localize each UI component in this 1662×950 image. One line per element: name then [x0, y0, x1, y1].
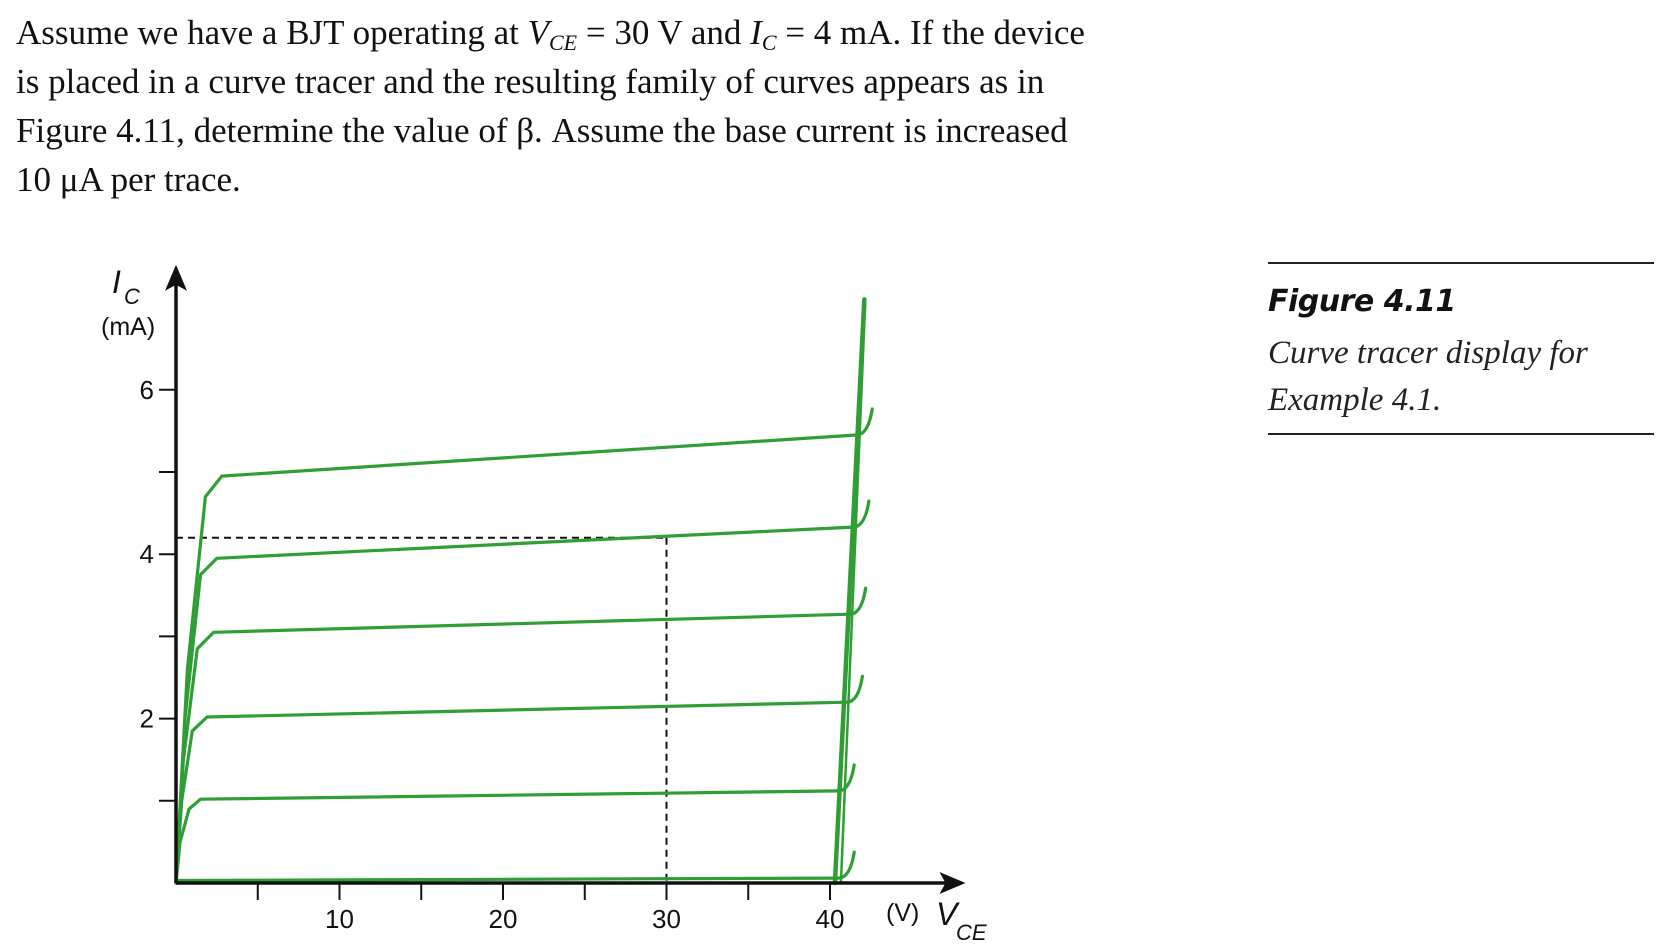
x-tick-label: 30 — [652, 904, 681, 934]
y-axis-unit: (mA) — [101, 313, 155, 341]
figure-caption-body: Curve tracer display for Example 4.1. — [1268, 335, 1588, 418]
characteristic-curves — [174, 297, 874, 886]
vce-subscript: CE — [548, 30, 578, 55]
dashed-guides — [176, 536, 668, 883]
problem-text-2: = 30 V and — [577, 13, 751, 52]
problem-text-1: Assume we have a BJT operating at — [16, 13, 528, 52]
x-axis-unit: (V) — [886, 899, 919, 927]
x-tick-label: 40 — [816, 904, 845, 934]
figure-caption-title: Figure 4.11 — [1268, 284, 1456, 319]
y-tick-label: 6 — [140, 375, 154, 405]
x-axis-arrow-icon — [939, 872, 966, 894]
problem-statement: Assume we have a BJT operating at VCE = … — [16, 8, 1216, 204]
y-ticks: 2 4 6 — [140, 375, 176, 802]
y-axis-arrow-icon — [165, 264, 187, 291]
axes — [165, 264, 966, 894]
breakdown-curve — [832, 297, 867, 886]
vce-variable: V — [527, 13, 549, 52]
trace-curve — [174, 586, 868, 885]
trace-curve — [174, 499, 871, 885]
y-tick-label: 4 — [140, 539, 154, 569]
x-tick-label: 20 — [489, 904, 518, 934]
x-tick-label: 10 — [325, 904, 354, 934]
trace-curve — [174, 850, 856, 883]
figure-caption: Figure 4.11 Curve tracer display for Exa… — [1268, 262, 1654, 435]
problem-line-4: 10 μA per trace. — [16, 160, 241, 199]
trace-curve — [174, 407, 874, 885]
y-tick-label: 2 — [140, 704, 154, 734]
y-axis-subscript: C — [124, 284, 140, 309]
trace-curve — [174, 674, 864, 885]
problem-text-3: = 4 mA. If the device — [776, 13, 1085, 52]
trace-curve — [174, 763, 856, 885]
ic-variable: I — [750, 13, 762, 52]
x-axis-subscript: CE — [956, 920, 987, 945]
problem-line-2: is placed in a curve tracer and the resu… — [16, 62, 1045, 101]
y-axis-symbol: I — [112, 264, 121, 300]
ic-subscript: C — [761, 30, 777, 55]
x-axis-symbol: V — [936, 896, 960, 932]
problem-line-3: Figure 4.11, determine the value of β. A… — [16, 111, 1068, 150]
breakdown-curve — [839, 298, 867, 885]
x-ticks: 10 20 30 40 — [256, 883, 845, 934]
problem-line-1: Assume we have a BJT operating at VCE = … — [16, 8, 1216, 57]
